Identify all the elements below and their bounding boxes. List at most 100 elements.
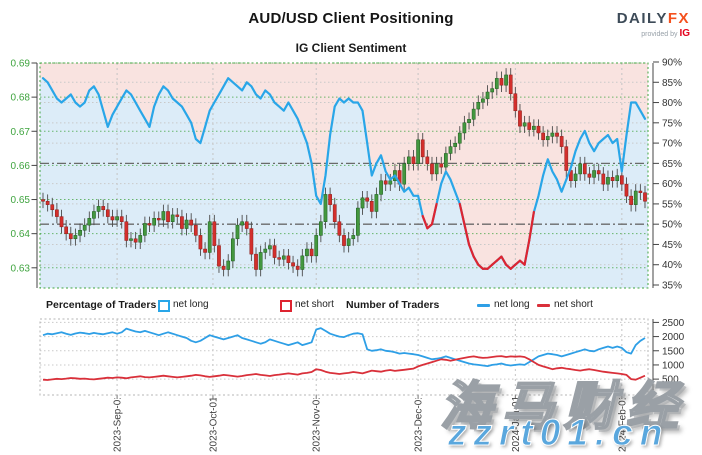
net-long-pct-line (41, 77, 647, 270)
net-short-count-line (42, 355, 646, 381)
candle-body (226, 260, 231, 270)
candle-body (615, 175, 620, 182)
legend-net-long-pct: net long (173, 299, 209, 310)
candle-body (601, 173, 606, 185)
candle-body (532, 125, 536, 130)
candle-body (138, 235, 143, 243)
price-tick-label: 0.66 (11, 161, 31, 172)
candle-body (504, 74, 508, 86)
candle-body (124, 221, 129, 241)
candle-body (217, 245, 221, 267)
candle-body (240, 221, 244, 226)
sentiment-fill-below (40, 78, 648, 288)
candle-body (161, 211, 166, 221)
candle-body (166, 211, 170, 222)
candle-body (305, 248, 309, 257)
candle-body (254, 253, 258, 270)
traders-tick-label: 2500 (662, 318, 685, 329)
candle-body (193, 224, 198, 236)
candle-body (184, 219, 189, 229)
pct-tick-label: 60% (662, 179, 682, 190)
candle-body (365, 197, 370, 202)
candle-body (559, 136, 564, 147)
candle-body (448, 146, 453, 154)
candle-body (203, 248, 207, 253)
price-tick-label: 0.68 (11, 93, 31, 104)
candle-body (467, 119, 471, 123)
net-long-count-swatch (477, 304, 490, 307)
net-short-extreme-segment (472, 255, 480, 266)
price-tick-label: 0.63 (11, 263, 31, 274)
candle-body (508, 74, 513, 94)
candle-body (96, 206, 101, 212)
candle-body (235, 224, 240, 240)
candle-body (481, 98, 485, 103)
candle-body (596, 170, 601, 175)
candle-body (68, 233, 73, 240)
candle-body (73, 235, 78, 240)
candle-body (342, 235, 346, 246)
candle-body (78, 230, 82, 236)
candle-body (522, 122, 527, 127)
candle-body (50, 204, 55, 211)
net-long-pct-line-red-segments (421, 202, 535, 270)
pct-tick-label: 85% (662, 78, 682, 89)
candle-body (189, 219, 194, 226)
candle-body (444, 153, 448, 168)
candlestick-series (41, 68, 647, 277)
candle-body (638, 190, 643, 193)
candle-body (518, 110, 522, 127)
legend-group-percentage: Percentage of Traders (46, 299, 157, 311)
candle-body (476, 102, 481, 110)
candle-body (462, 122, 467, 134)
pct-tick-label: 35% (662, 281, 682, 292)
price-sentiment-chart: 0.69 0.68 0.67 0.66 0.65 0.64 0.63 90% 85% 80% 75%… (11, 58, 683, 292)
candle-body (383, 180, 388, 185)
chart-subtitle: IG Client Sentiment (295, 41, 407, 55)
number-of-traders-chart: 2500 2000 1500 1000 500 (39, 318, 685, 399)
net-short-extreme-segment (421, 214, 429, 230)
net-long-count-line (42, 327, 646, 367)
candle-body (439, 163, 444, 168)
net-short-count-swatch (537, 304, 550, 307)
candle-body (59, 216, 64, 228)
candle-body (356, 207, 360, 236)
traders-tick-label: 1500 (662, 346, 685, 357)
candle-body (610, 177, 615, 182)
candle-body (337, 221, 342, 236)
candle-body (402, 163, 407, 185)
candle-body (295, 265, 300, 270)
candle-body (41, 199, 45, 202)
candle-body (545, 136, 550, 141)
candle-body (152, 218, 156, 226)
candle-body (180, 216, 184, 229)
net-long-pct-swatch (158, 300, 170, 312)
legend-net-long-count: net long (494, 299, 530, 310)
candle-body (453, 142, 457, 147)
price-tick-label: 0.67 (11, 127, 31, 138)
pct-tick-label: 65% (662, 159, 682, 170)
candle-body (281, 255, 286, 260)
candle-body (300, 255, 305, 270)
pct-tick-label: 50% (662, 220, 682, 231)
net-short-pct-swatch (280, 300, 292, 312)
candle-body (314, 235, 319, 257)
candle-body (536, 125, 541, 134)
candle-body (619, 175, 624, 185)
candle-body (272, 245, 277, 258)
candle-body (212, 221, 217, 246)
candle-body (332, 204, 337, 222)
candle-body (379, 180, 383, 195)
candle-body (527, 122, 532, 130)
candle-body (101, 206, 106, 211)
traders-tick-label: 1000 (662, 360, 685, 371)
net-short-extreme-segment (500, 255, 508, 266)
candle-body (268, 245, 272, 250)
pct-tick-label: 75% (662, 118, 682, 129)
legend-net-short-pct: net short (295, 299, 334, 310)
candle-body (244, 221, 249, 229)
x-tick-label: 2023-Sep-01 (113, 398, 124, 452)
candle-body (629, 195, 633, 205)
candle-body (624, 183, 629, 197)
pct-tick-label: 70% (662, 139, 682, 150)
